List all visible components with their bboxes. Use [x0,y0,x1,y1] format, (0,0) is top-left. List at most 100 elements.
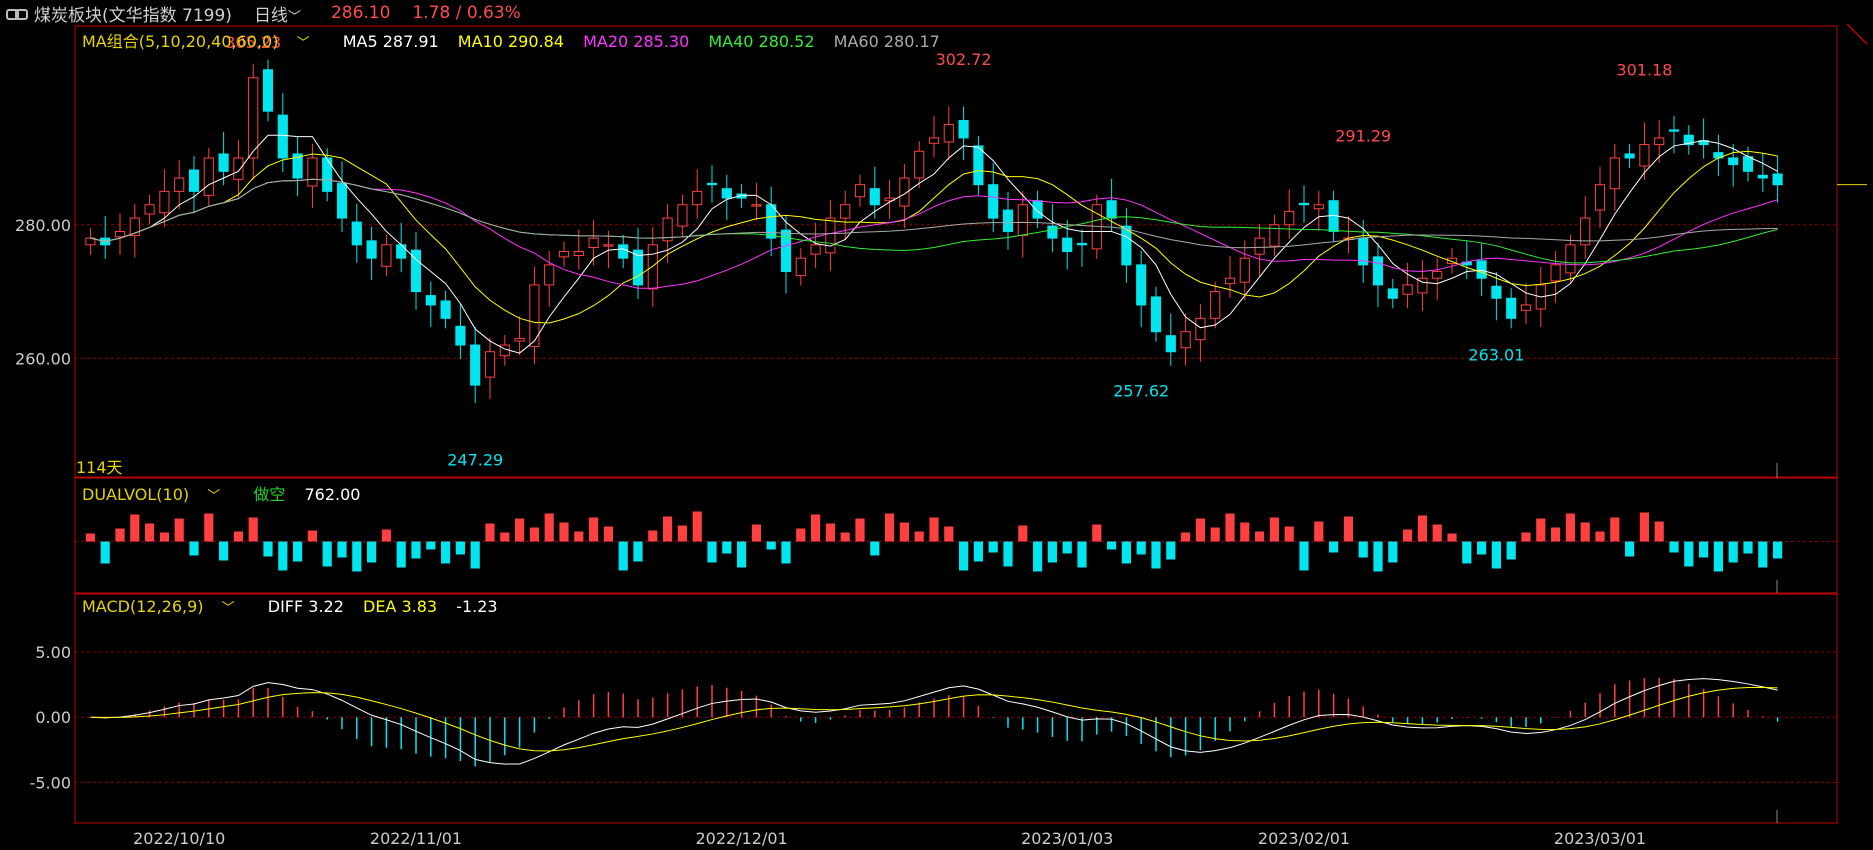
volume-bar [929,517,939,542]
macd-tick-label: 5.00 [35,643,71,662]
candle-body [1224,277,1236,285]
macd-tick-label: 0.00 [35,708,71,727]
candle-body [1017,204,1028,236]
volume-bar [1210,527,1220,542]
candle-body [632,249,644,286]
chevron-down-icon: ﹀ [217,601,235,616]
candle-body [854,184,866,198]
candle-body [159,190,170,214]
volume-bar [766,541,776,550]
candle-body [1076,242,1088,246]
candle-body [914,150,925,179]
candle-body [958,120,969,139]
ma40-value: MA40 280.52 [708,32,815,51]
volume-bar [1314,521,1324,542]
volume-bar [988,541,998,553]
volume-bar [796,528,806,542]
volume-bar [278,541,288,571]
candle-body [1062,237,1073,253]
volume-bar [544,513,554,542]
volume-bar [1107,541,1117,550]
candle-body [1565,244,1576,274]
volume-bar [248,517,258,542]
ma10-line [90,150,1778,324]
volume-bar [145,523,155,542]
price-tick-label: 260.00 [15,349,71,368]
extreme-price-label: 291.29 [1335,126,1391,145]
candle-body [233,157,244,180]
candle-body [1550,264,1561,282]
candle-body [928,137,940,144]
candle-body [1757,174,1768,179]
period-selector[interactable]: 日线﹀ [253,5,301,26]
volume-bar [1521,532,1531,542]
volume-bar [1225,513,1235,542]
candle-body [188,169,200,192]
volume-bar [1447,533,1457,542]
candle-body [1520,304,1532,311]
macd-value: -1.23 [456,597,498,616]
instrument-title: 煤炭板块(文华指数 7199) [34,5,232,26]
candle-body [1180,331,1191,349]
candle-body [144,204,155,215]
candle-body [85,237,96,246]
volume-bar [1506,541,1516,560]
candle-body [114,230,126,238]
volume-bar [914,531,924,542]
volume-bar [1151,541,1161,569]
volume-bar [396,541,406,568]
candle-body [544,264,555,286]
candle-body [129,217,140,236]
candle-body [988,184,999,219]
macd-dea: DEA 3.83 [363,597,438,616]
volume-bar [1565,513,1575,542]
volume-bar [263,541,273,557]
ma5-value: MA5 287.91 [342,32,439,51]
candle-body [1269,224,1280,247]
extreme-price-label: 305.23 [225,33,281,52]
volume-bar [648,530,658,542]
volume-bar [1047,541,1057,563]
panel-corner-mark [1846,23,1868,45]
vol-legend-name[interactable]: DUALVOL(10) ﹀ [82,485,221,504]
candle-body [618,244,629,259]
candle-body [1446,257,1458,265]
chevron-down-icon: ﹀ [203,489,221,504]
candle-body [662,217,673,242]
ma-legend: MA组合(5,10,20,40,60,0) ﹀ MA5 287.91 MA10 … [82,28,954,52]
candle-body [869,188,880,206]
candle-body [692,190,703,206]
macd-diff-line [90,678,1778,765]
candle-body [1136,264,1147,306]
extreme-price-label: 302.72 [936,50,992,69]
volume-bar [1166,541,1176,560]
volume-bar [663,516,673,542]
candle-body [1402,284,1413,295]
candle-body [1121,225,1132,266]
volume-bar [899,522,909,542]
volume-bar [1699,541,1709,558]
candle-body [514,337,525,342]
volume-bar [1240,522,1250,542]
candle-body [1506,297,1517,319]
volume-bar [1758,541,1768,568]
volume-bar [1181,532,1191,542]
volume-bar [885,513,895,542]
volume-bar [189,541,199,556]
volume-bar [441,541,451,564]
volume-bar [1388,541,1398,563]
macd-dea-line [90,686,1778,752]
candle-body [322,157,333,192]
candle-body [706,182,718,186]
macd-legend-name[interactable]: MACD(12,26,9) ﹀ [82,597,235,616]
candle-body [1239,257,1250,283]
volume-bar [1195,518,1205,542]
ma-legend-name[interactable]: MA组合(5,10,20,40,60,0) ﹀ [82,32,310,51]
link-icon[interactable] [6,7,28,20]
candle-body [603,244,614,247]
candle-body [248,77,259,159]
candle-body [1491,285,1502,299]
candle-body [1639,144,1650,167]
candle-body [1742,156,1754,172]
